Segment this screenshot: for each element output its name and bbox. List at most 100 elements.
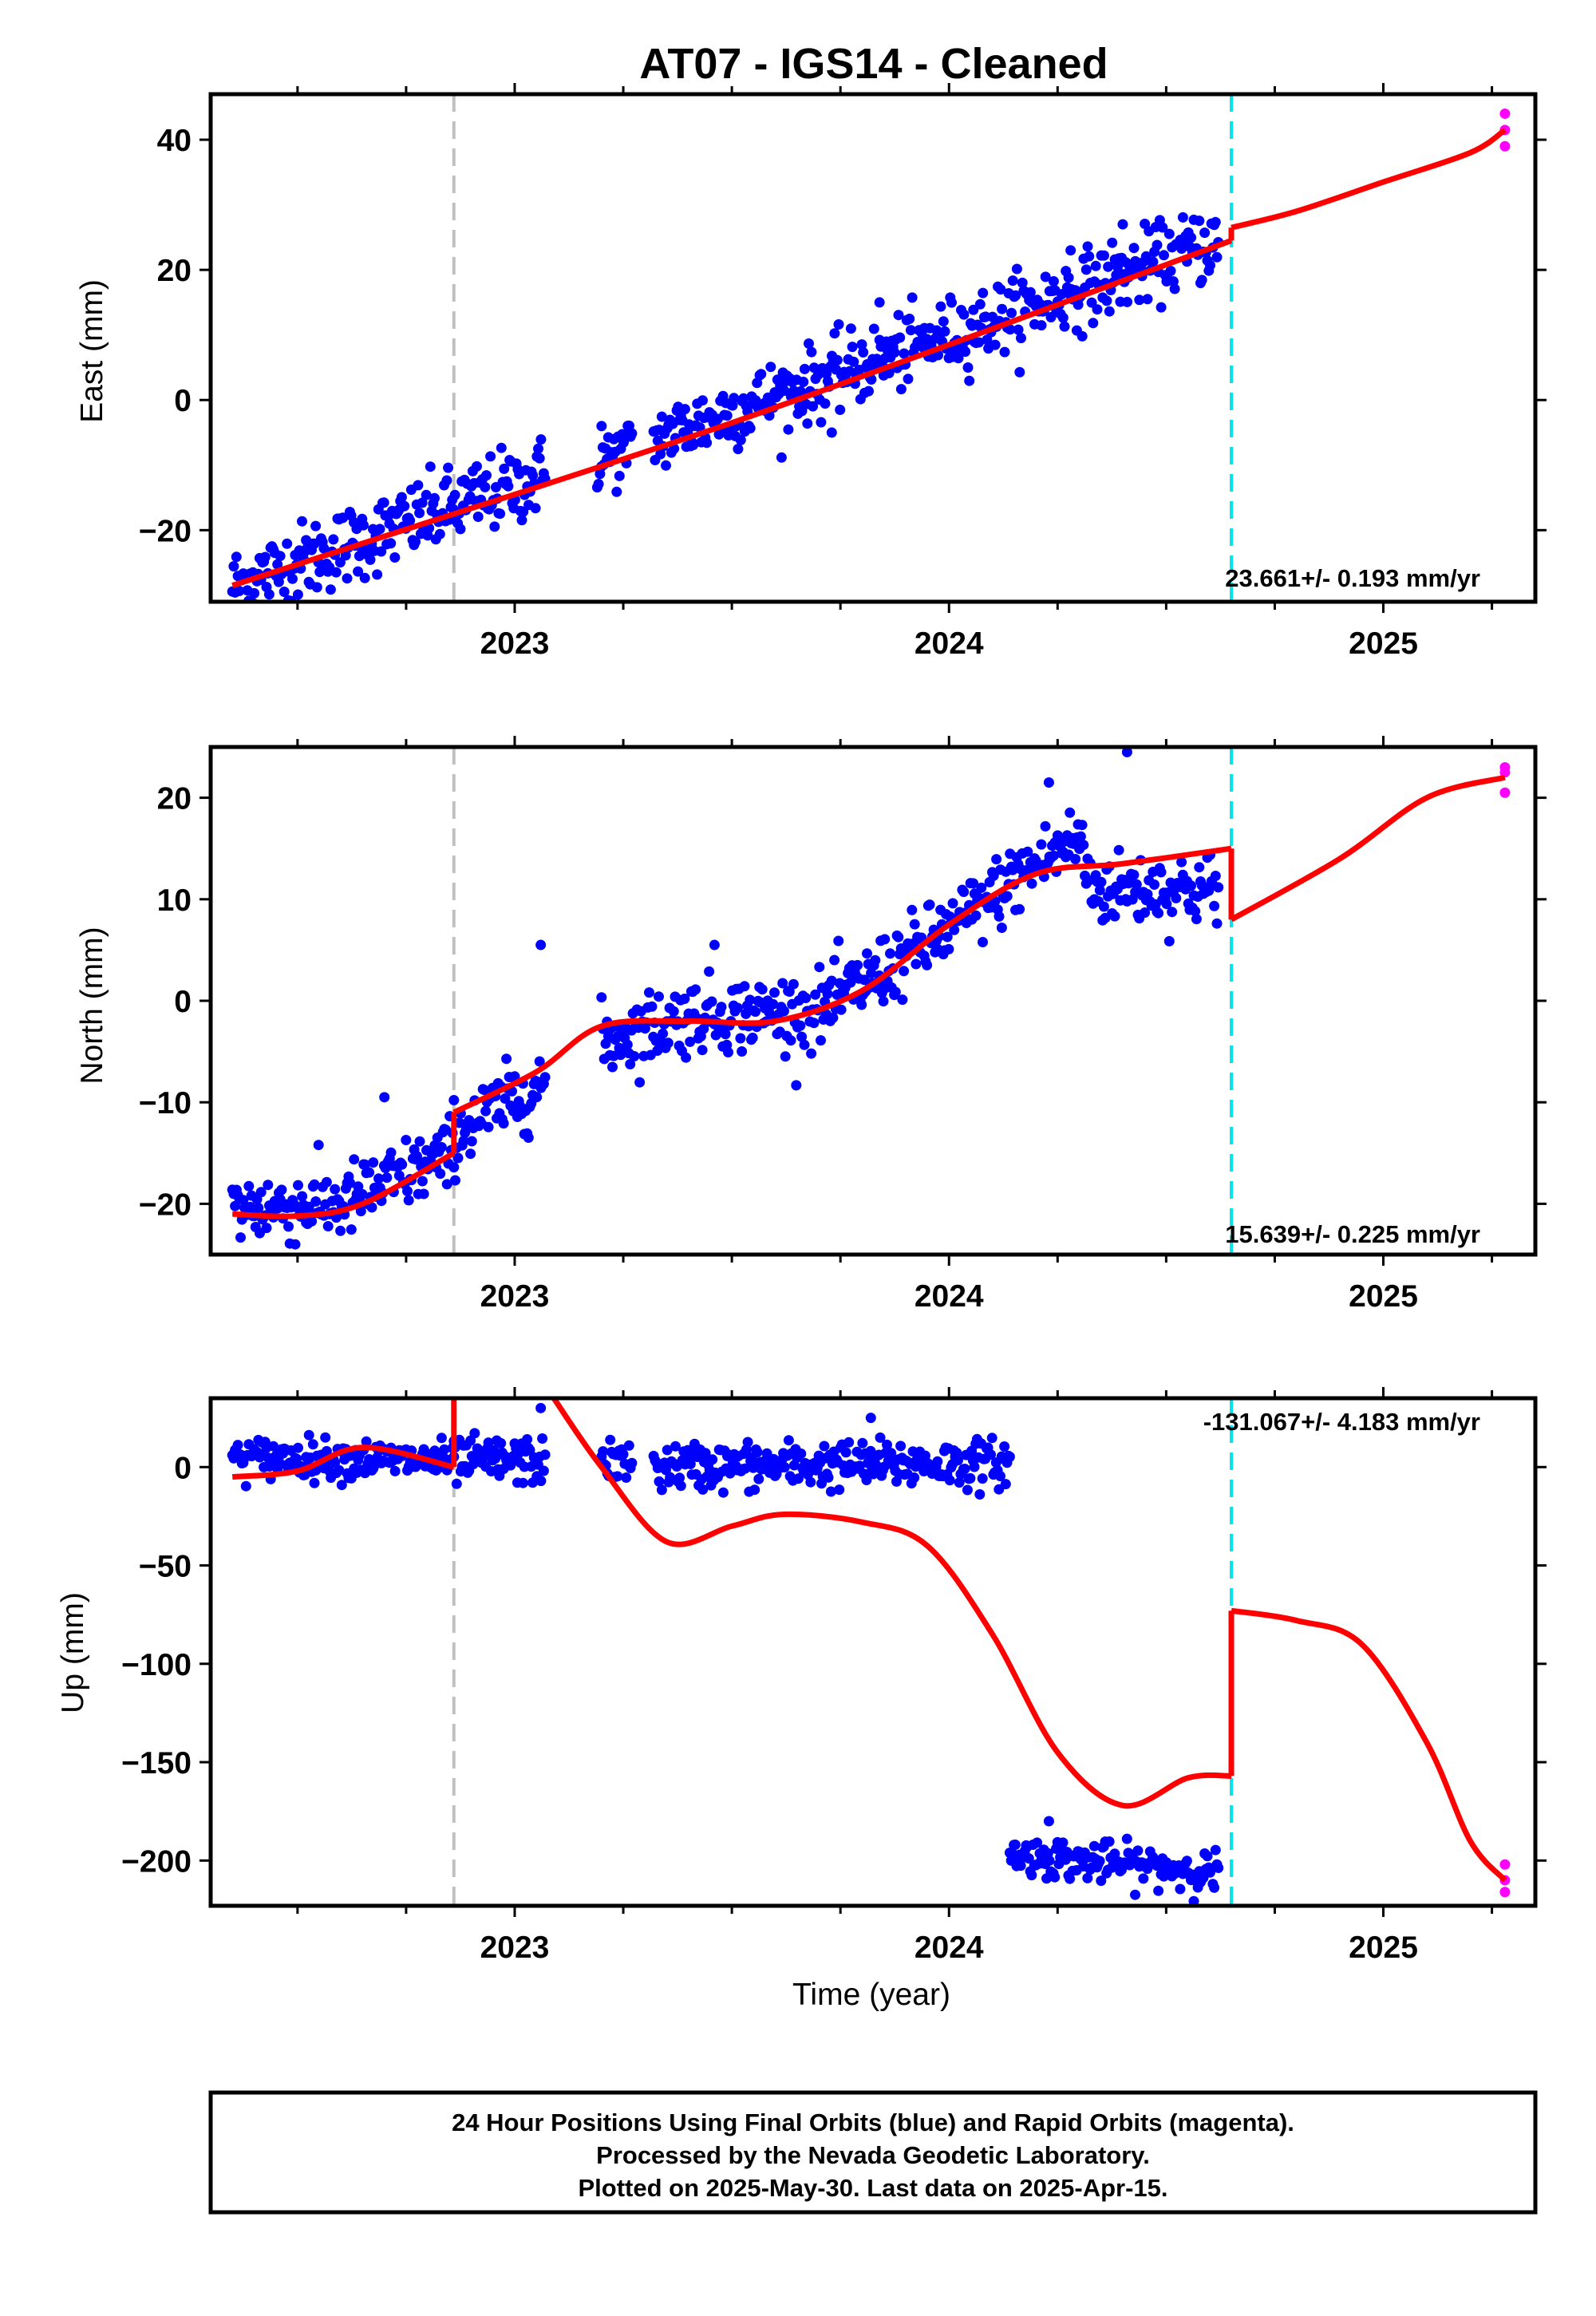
north-final-point [313, 1140, 324, 1151]
east-final-point [272, 559, 283, 570]
north-final-point [1209, 900, 1220, 911]
north-final-point [373, 1173, 384, 1184]
east-frame-border [208, 92, 1538, 604]
north-final-point [1113, 844, 1124, 856]
east-final-point [527, 470, 539, 481]
east-final-point [999, 346, 1010, 358]
north-final-point [907, 904, 918, 915]
east-final-point [978, 287, 989, 298]
east-final-point [826, 427, 837, 438]
up-final-point [895, 1441, 907, 1452]
north-rapid-point [1499, 787, 1511, 798]
east-final-point [953, 353, 964, 364]
north-final-point [1022, 846, 1033, 857]
x-axis-label: Time (year) [792, 1978, 950, 2012]
north-final-point [958, 887, 970, 897]
east-final-point [820, 398, 831, 409]
east-final-point [974, 298, 986, 310]
north-final-point [816, 1035, 826, 1046]
east-final-point [1112, 261, 1123, 272]
up-final-point [488, 1445, 500, 1456]
east-final-point [1017, 277, 1028, 288]
up-final-point [854, 1460, 865, 1472]
north-final-point [988, 870, 999, 881]
up-final-point [753, 1473, 764, 1484]
east-final-point [935, 301, 946, 312]
east-plot-area: 2023 2024 2025 −20 0 20 40 [139, 83, 1547, 661]
east-final-point [661, 460, 671, 471]
east-final-point [449, 489, 460, 500]
up-model-line [231, 1445, 455, 1480]
north-final-point [735, 1033, 746, 1044]
east-final-point [279, 587, 290, 597]
east-final-point [1025, 287, 1036, 298]
up-final-point [469, 1428, 480, 1439]
up-final-point [977, 1473, 988, 1484]
east-final-point [1065, 245, 1077, 256]
north-final-point [720, 1029, 731, 1040]
north-final-point [534, 1056, 545, 1067]
up-final-point [1004, 1451, 1015, 1462]
north-final-point [253, 1203, 264, 1213]
east-final-point [1099, 250, 1109, 261]
east-final-point [997, 303, 1008, 314]
up-final-point [483, 1437, 494, 1448]
east-final-point [806, 346, 817, 358]
up-final-point [1082, 1872, 1093, 1883]
up-final-point [621, 1472, 632, 1483]
east-final-point [701, 437, 713, 449]
east-final-point [231, 551, 242, 563]
north-model-line [1230, 774, 1506, 923]
east-final-point [974, 337, 985, 348]
north-final-point [283, 1221, 294, 1232]
up-model [231, 1398, 1507, 1883]
east-frame [208, 92, 1538, 604]
north-final-point [737, 1046, 748, 1057]
east-final-point [1088, 318, 1099, 329]
up-final-point [612, 1471, 623, 1482]
east-final-point [721, 410, 733, 421]
east-final-point [533, 443, 543, 454]
east-final-point [489, 521, 500, 532]
east-final-point [688, 440, 699, 451]
east-final-point [1152, 239, 1163, 251]
east-final-point [338, 512, 349, 524]
north-final-point [685, 1036, 696, 1047]
north-final-point [828, 1012, 839, 1023]
up-x-tick-label: 2025 [1349, 1931, 1418, 1965]
up-final-point [779, 1462, 790, 1472]
north-final-point [310, 1196, 322, 1207]
east-final-point [1186, 232, 1197, 243]
east-final-point [342, 573, 353, 584]
east-final-point [847, 342, 858, 353]
up-final-point [843, 1437, 855, 1448]
east-model-line [231, 238, 1233, 588]
up-final-point [986, 1449, 996, 1460]
east-rapid-point [1499, 140, 1511, 152]
up-final-point [321, 1445, 332, 1456]
east-final-point [802, 418, 813, 429]
up-final-point [749, 1484, 760, 1496]
north-final-point [856, 999, 867, 1010]
north-final-point [1191, 914, 1202, 925]
north-final-point [976, 882, 987, 893]
up-final-point [1088, 1840, 1100, 1852]
up-final-point [840, 1447, 851, 1458]
up-final-point [1094, 1856, 1105, 1867]
north-final-point [978, 937, 988, 947]
east-final-point [904, 314, 915, 324]
north-final-point [306, 1215, 318, 1227]
up-final-point [675, 1480, 686, 1492]
east-final-point [429, 492, 440, 504]
up-final-point [761, 1448, 772, 1459]
east-final-point [374, 524, 385, 535]
up-final-point [965, 1472, 976, 1484]
east-final-point [799, 363, 810, 374]
north-rate-label: 15.639+/- 0.225 mm/yr [1225, 1220, 1480, 1248]
north-rapid-point [1499, 767, 1511, 778]
north-final-point [644, 987, 654, 998]
up-final-point [707, 1454, 718, 1465]
east-final-point [334, 557, 346, 568]
north-y-tick-label: −10 [139, 1086, 192, 1120]
north-final-point [833, 935, 844, 947]
